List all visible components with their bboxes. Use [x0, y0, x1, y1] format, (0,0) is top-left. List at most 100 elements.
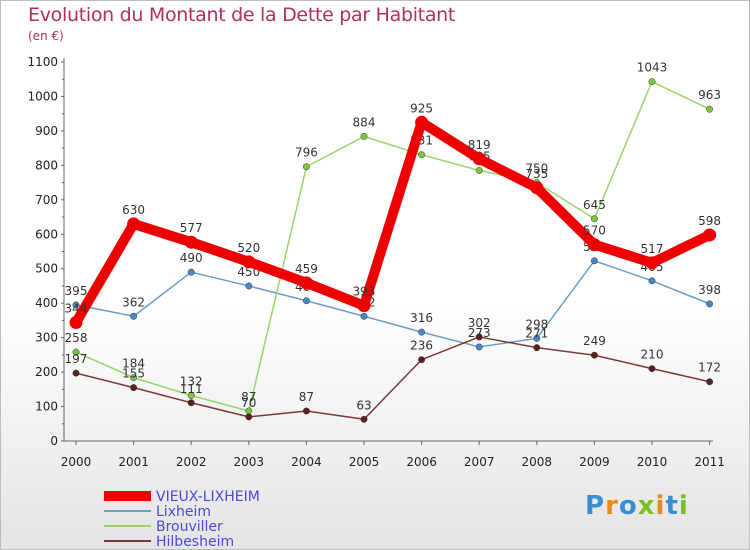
- data-label-vieux-lixheim: 577: [180, 221, 203, 235]
- x-tick-label: 2008: [522, 455, 553, 469]
- data-point-lixheim: [360, 312, 368, 320]
- series-line-brouviller: [75, 80, 711, 412]
- data-point-hilbesheim: [418, 356, 426, 364]
- y-tick-label: 1100: [27, 55, 58, 69]
- data-point-vieux-lixheim: [645, 256, 659, 270]
- data-point-brouviller: [706, 105, 714, 113]
- series-line-vieux-lixheim: [71, 117, 715, 328]
- data-label-hilbesheim: 63: [356, 398, 371, 412]
- data-label-lixheim: 398: [698, 283, 721, 297]
- data-point-lixheim: [72, 301, 80, 309]
- data-label-vieux-lixheim: 598: [698, 214, 721, 228]
- data-label-lixheim: 298: [525, 317, 548, 331]
- data-label-brouviller: 184: [122, 357, 145, 371]
- data-point-hilbesheim: [187, 399, 195, 407]
- legend-label-brouviller: Brouviller: [156, 519, 223, 535]
- data-label-hilbesheim: 87: [299, 390, 314, 404]
- data-label-brouviller: 132: [180, 375, 203, 389]
- data-point-hilbesheim: [130, 384, 138, 392]
- data-point-lixheim: [187, 268, 195, 276]
- data-label-lixheim: 362: [122, 295, 145, 309]
- data-label-lixheim: 273: [468, 326, 491, 340]
- data-point-vieux-lixheim: [242, 255, 256, 269]
- data-label-hilbesheim: 271: [525, 327, 548, 341]
- data-label-hilbesheim: 197: [65, 352, 88, 366]
- x-tick-label: 2004: [291, 455, 322, 469]
- data-label-brouviller: 1043: [637, 61, 668, 75]
- data-label-brouviller: 258: [65, 331, 88, 345]
- data-point-vieux-lixheim: [357, 299, 371, 313]
- y-tick-label: 0: [50, 434, 58, 448]
- y-tick-label: 200: [35, 365, 58, 379]
- data-point-vieux-lixheim: [703, 228, 717, 242]
- data-label-hilbesheim: 70: [241, 396, 256, 410]
- data-point-hilbesheim: [72, 369, 80, 377]
- data-point-lixheim: [706, 300, 714, 308]
- data-point-brouviller: [302, 163, 310, 171]
- data-point-vieux-lixheim: [69, 315, 83, 329]
- data-label-vieux-lixheim: 393: [353, 285, 376, 299]
- data-label-lixheim: 316: [410, 311, 433, 325]
- data-point-vieux-lixheim: [530, 181, 544, 195]
- data-point-vieux-lixheim: [587, 238, 601, 252]
- x-tick-label: 2011: [694, 455, 725, 469]
- data-point-brouviller: [648, 78, 656, 86]
- x-tick-label: 2002: [176, 455, 207, 469]
- legend-label-lixheim: Lixheim: [156, 504, 211, 520]
- x-tick-label: 2003: [234, 455, 265, 469]
- data-label-vieux-lixheim: 630: [122, 203, 145, 217]
- chart-subtitle: (en €): [28, 29, 64, 43]
- series-line-lixheim: [75, 260, 711, 348]
- x-tick-label: 2006: [406, 455, 437, 469]
- data-point-brouviller: [475, 167, 483, 174]
- data-point-hilbesheim: [590, 351, 598, 359]
- data-point-brouviller: [418, 151, 426, 159]
- data-point-brouviller: [130, 374, 138, 382]
- y-tick-label: 300: [35, 331, 58, 345]
- data-label-brouviller: 750: [525, 162, 548, 176]
- data-label-hilbesheim: 210: [641, 348, 664, 362]
- x-tick-label: 2005: [349, 455, 380, 469]
- data-label-brouviller: 796: [295, 146, 318, 160]
- data-label-hilbesheim: 302: [468, 316, 491, 330]
- data-label-vieux-lixheim: 735: [525, 167, 548, 181]
- data-point-lixheim: [533, 334, 541, 342]
- data-point-lixheim: [245, 282, 253, 290]
- data-label-brouviller: 87: [241, 390, 256, 404]
- y-tick-label: 800: [35, 158, 58, 172]
- y-tick-label: 500: [35, 262, 58, 276]
- data-point-lixheim: [590, 257, 598, 265]
- data-point-vieux-lixheim: [415, 115, 429, 129]
- data-point-hilbesheim: [245, 413, 253, 421]
- data-label-hilbesheim: 111: [180, 382, 203, 396]
- data-point-brouviller: [590, 215, 598, 223]
- data-label-vieux-lixheim: 570: [583, 224, 606, 238]
- x-tick-label: 2010: [637, 455, 668, 469]
- y-tick-label: 1000: [27, 89, 58, 103]
- data-label-hilbesheim: 236: [410, 339, 433, 353]
- x-tick-label: 2000: [61, 455, 92, 469]
- x-tick-label: 2009: [579, 455, 610, 469]
- data-label-vieux-lixheim: 459: [295, 262, 318, 276]
- data-label-lixheim: 490: [180, 251, 203, 265]
- data-label-vieux-lixheim: 344: [65, 301, 88, 315]
- x-tick-label: 2001: [118, 455, 149, 469]
- data-label-hilbesheim: 249: [583, 334, 606, 348]
- data-label-vieux-lixheim: 517: [641, 242, 664, 256]
- y-tick-label: 700: [35, 193, 58, 207]
- data-point-hilbesheim: [302, 407, 310, 415]
- x-tick-label: 2007: [464, 455, 495, 469]
- data-point-vieux-lixheim: [299, 276, 313, 290]
- data-label-vieux-lixheim: 925: [410, 101, 433, 115]
- data-point-lixheim: [130, 312, 138, 320]
- data-label-brouviller: 963: [698, 88, 721, 102]
- data-point-hilbesheim: [533, 344, 541, 352]
- data-point-brouviller: [360, 132, 368, 140]
- y-tick-label: 100: [35, 400, 58, 414]
- data-label-brouviller: 884: [353, 115, 376, 129]
- chart-title: Evolution du Montant de la Dette par Hab…: [28, 4, 456, 26]
- data-point-vieux-lixheim: [184, 235, 198, 249]
- y-tick-label: 900: [35, 124, 58, 138]
